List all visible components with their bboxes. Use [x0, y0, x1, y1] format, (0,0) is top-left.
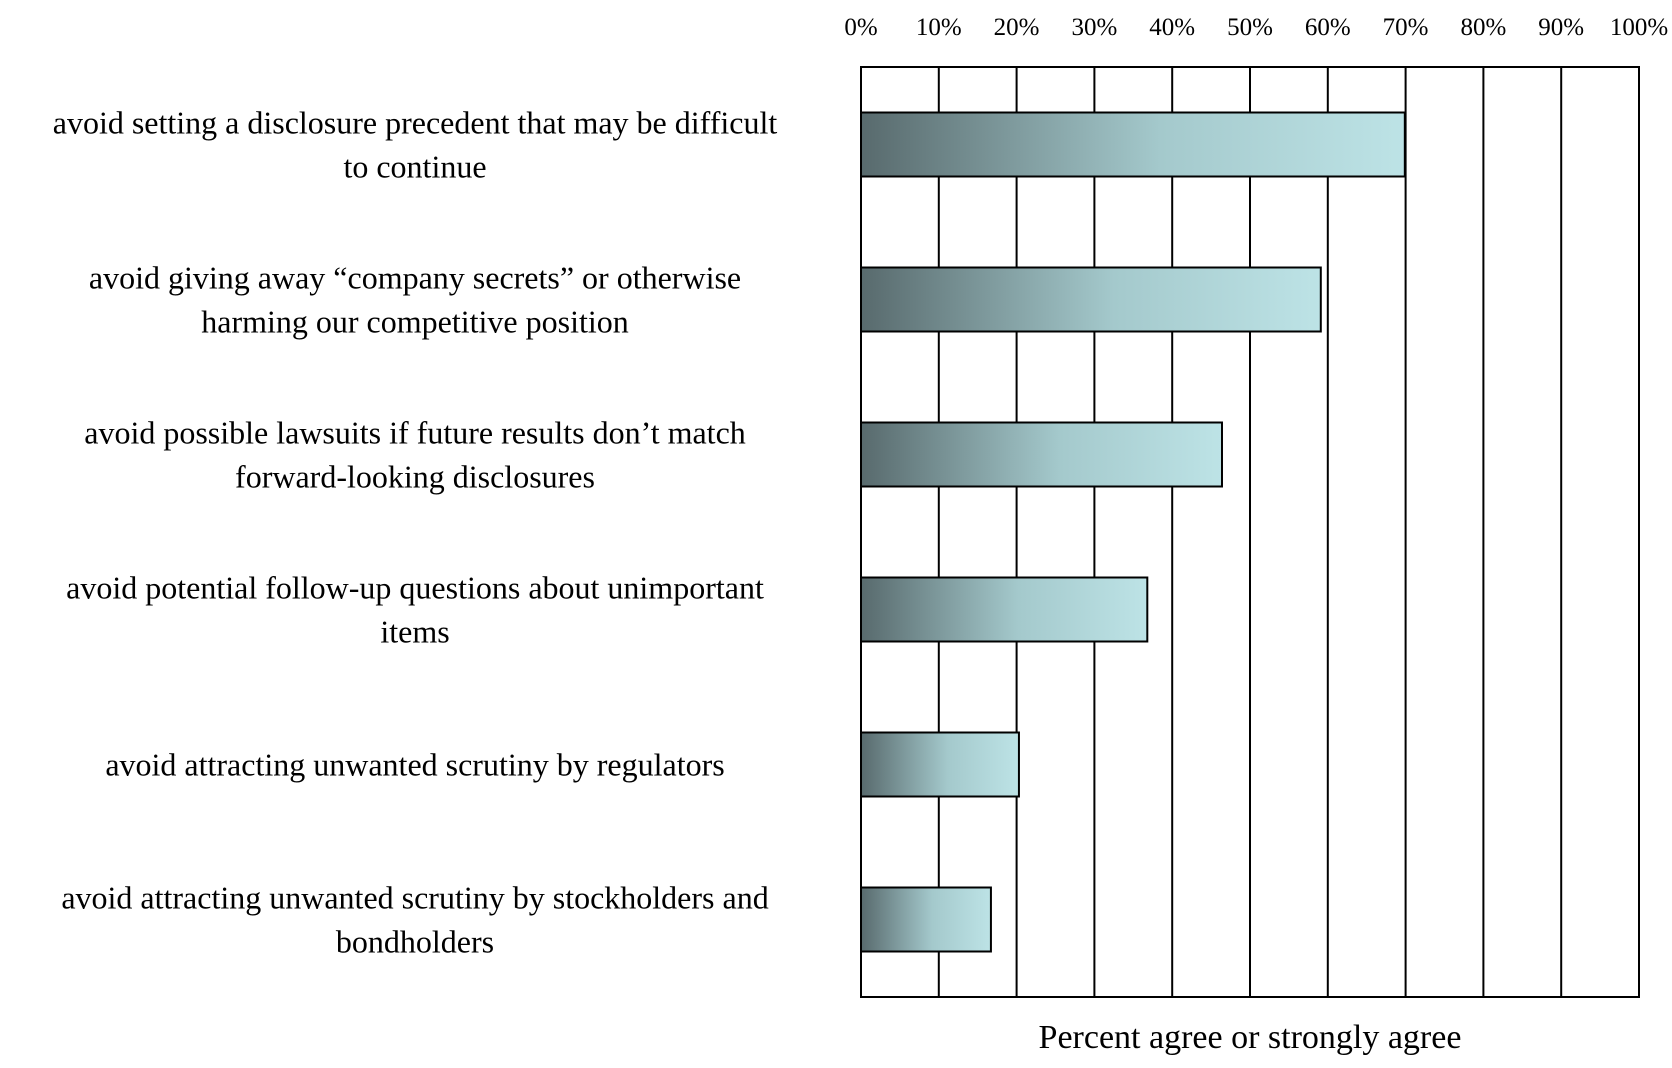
bar	[860, 886, 992, 953]
x-tick-labels: 0% 10% 20% 30% 40% 50% 60% 70% 80% 90% 100%	[844, 14, 1668, 41]
bar	[860, 731, 1020, 798]
x-tick-label: 90%	[1538, 14, 1584, 41]
category-label: avoid giving away “company secrets” or o…	[89, 260, 741, 340]
x-tick-label: 50%	[1227, 14, 1273, 41]
category-label: avoid possible lawsuits if future result…	[84, 415, 746, 495]
x-tick-label: 40%	[1149, 14, 1195, 41]
category-label: avoid attracting unwanted scrutiny by re…	[105, 747, 724, 783]
gridlines	[937, 67, 1563, 997]
bars	[860, 111, 1406, 953]
x-tick-label: 10%	[916, 14, 962, 41]
bar	[860, 576, 1149, 643]
x-tick-label: 0%	[844, 14, 877, 41]
category-label: avoid setting a disclosure precedent tha…	[53, 105, 778, 185]
x-tick-label: 60%	[1305, 14, 1351, 41]
bar	[860, 111, 1406, 178]
plot-area-frame	[860, 66, 1640, 998]
x-tick-label: 20%	[994, 14, 1040, 41]
x-tick-label: 100%	[1610, 14, 1668, 41]
bar	[860, 421, 1223, 488]
x-tick-label: 70%	[1383, 14, 1429, 41]
category-labels: avoid setting a disclosure precedent tha…	[53, 105, 778, 960]
category-label: avoid potential follow-up questions abou…	[66, 570, 764, 650]
bar	[860, 266, 1322, 333]
category-label: avoid attracting unwanted scrutiny by st…	[61, 880, 768, 960]
x-tick-label: 30%	[1071, 14, 1117, 41]
x-axis-title: Percent agree or strongly agree	[1039, 1019, 1462, 1056]
x-tick-label: 80%	[1460, 14, 1506, 41]
